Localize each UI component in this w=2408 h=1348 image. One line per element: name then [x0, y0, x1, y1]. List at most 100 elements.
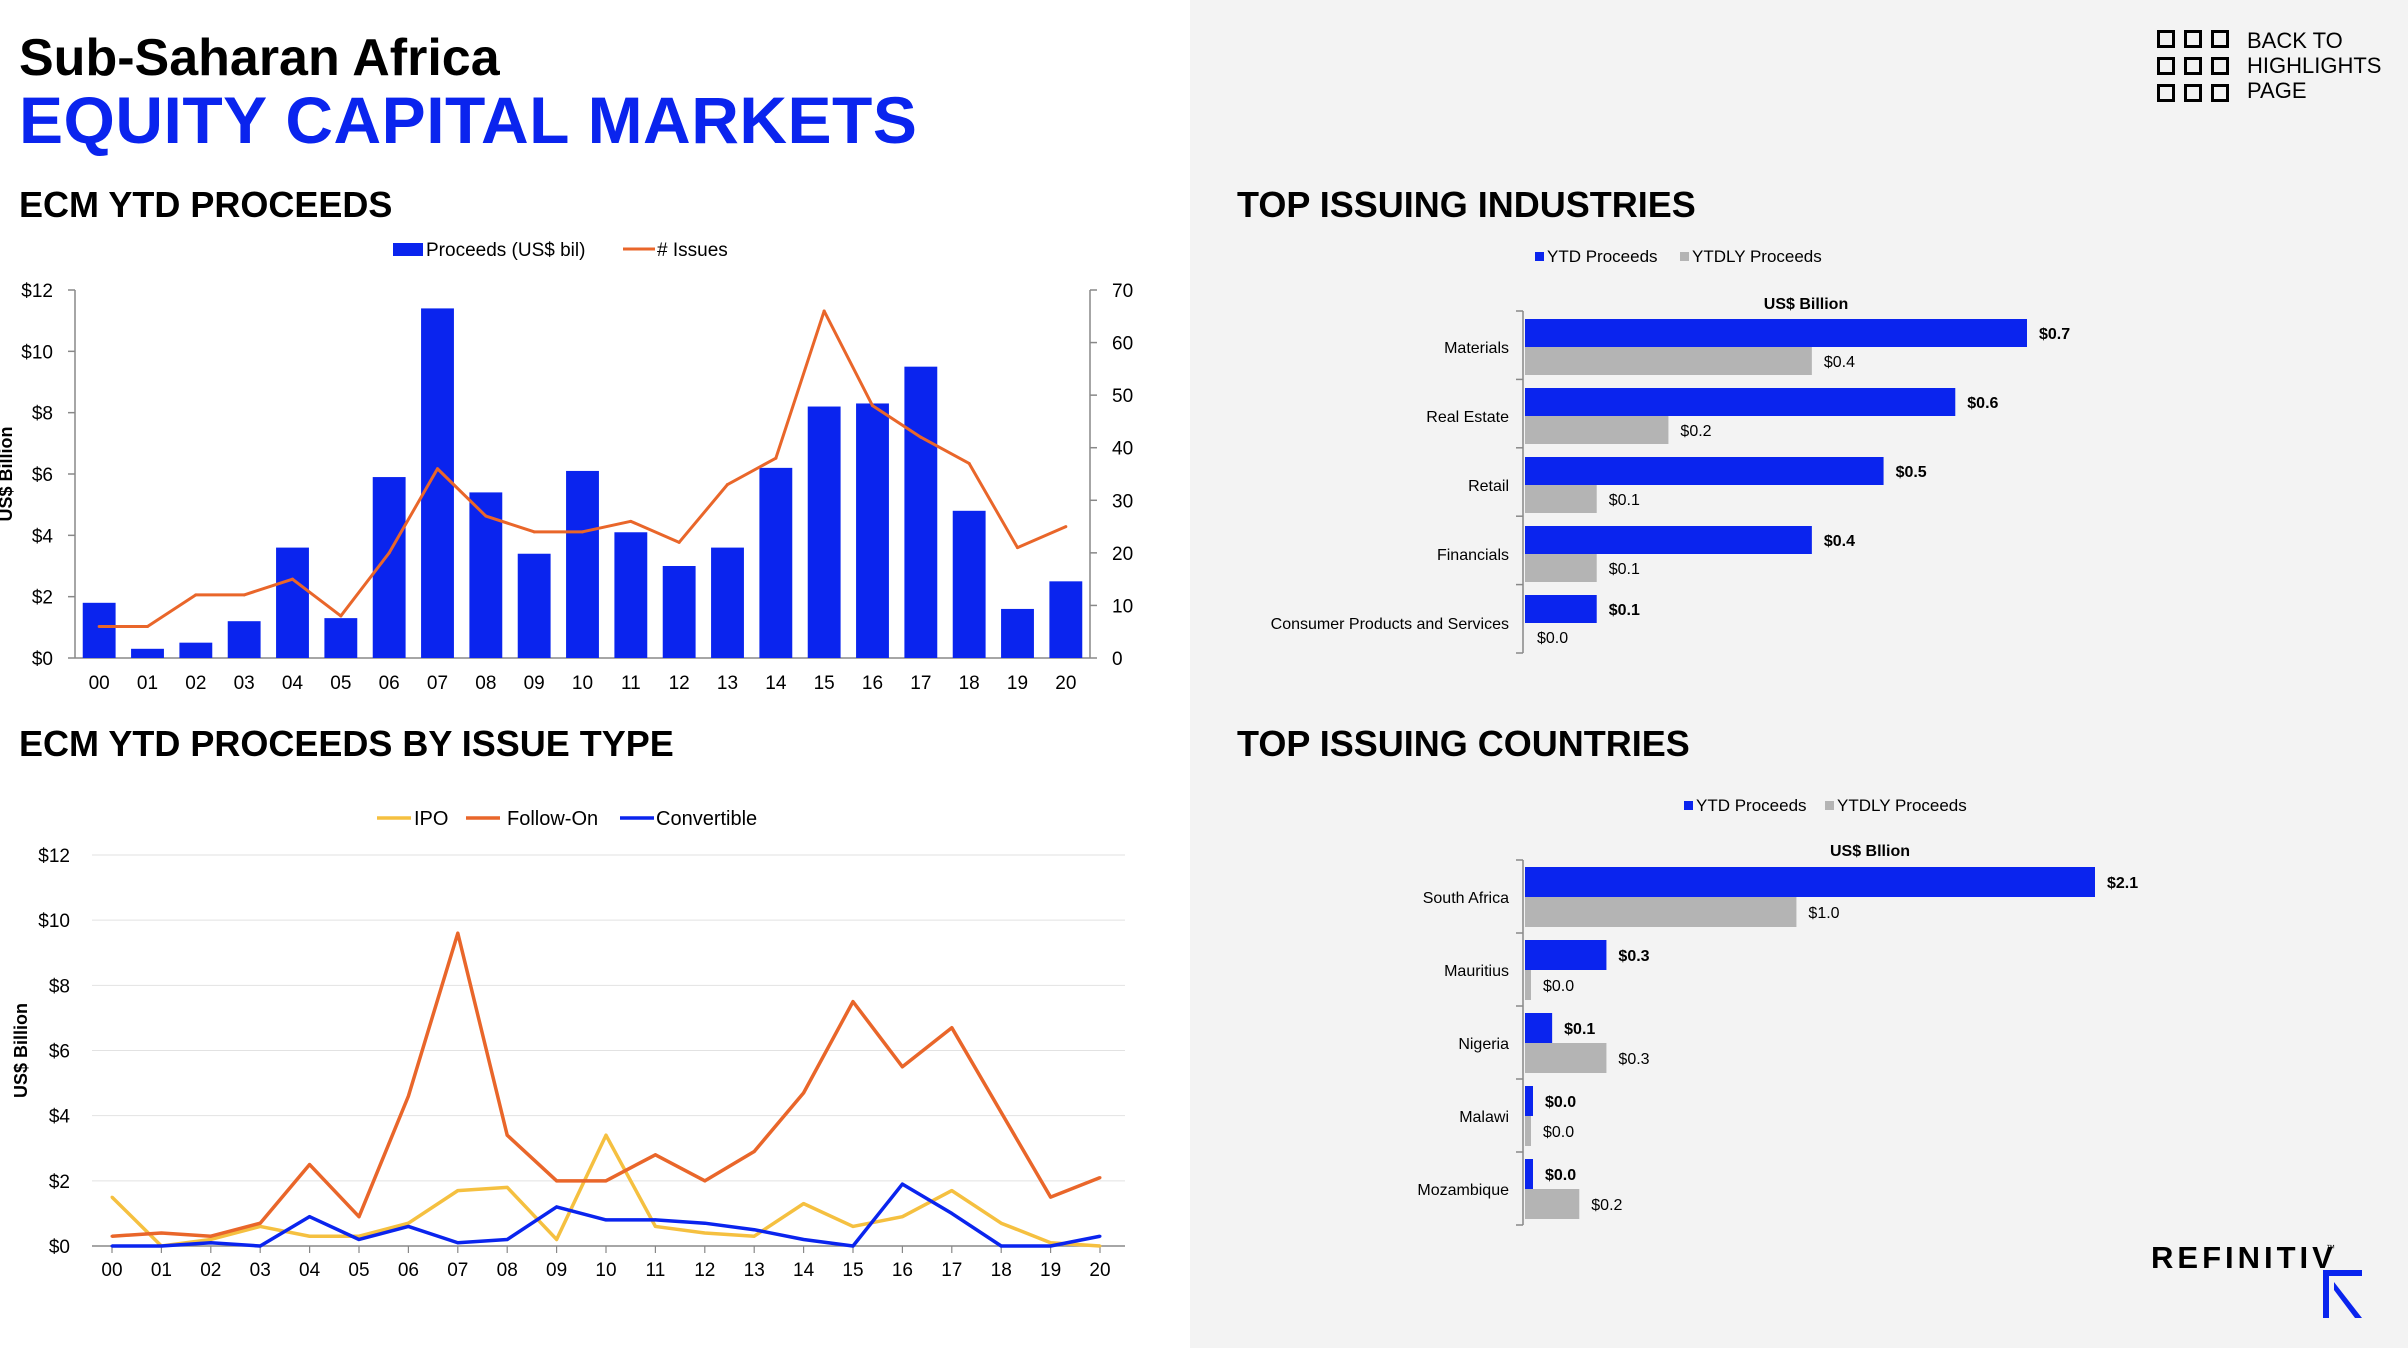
category-label: Consumer Products and Services [1271, 616, 1509, 633]
point-follow-on [555, 1179, 559, 1183]
point-convertible [703, 1221, 707, 1225]
point-convertible [950, 1211, 954, 1215]
section-title-industries: TOP ISSUING INDUSTRIES [1237, 184, 1696, 225]
region-title: Sub-Saharan Africa [19, 29, 500, 87]
data-label-ytd: $0.7 [2039, 326, 2070, 343]
bar-proceeds [179, 642, 213, 658]
x-tick-label: 10 [595, 1260, 616, 1281]
x-tick-label: 13 [744, 1260, 765, 1281]
y-tick-right-label: 40 [1112, 439, 1133, 460]
legend-label-convertible: Convertible [656, 808, 757, 830]
bar-ytd [1525, 319, 2027, 347]
point-issues [822, 309, 826, 313]
legend-label-ytdly: YTDLY Proceeds [1692, 247, 1822, 266]
point-convertible [999, 1244, 1003, 1248]
point-ipo [110, 1195, 114, 1199]
category-label: Malawi [1459, 1109, 1509, 1126]
point-ipo [406, 1221, 410, 1225]
y-tick-right-label: 10 [1112, 596, 1133, 617]
bar-ytd [1525, 388, 1956, 416]
x-tick-label: 02 [185, 673, 206, 694]
point-follow-on [653, 1153, 657, 1157]
point-ipo [456, 1189, 460, 1193]
x-tick-label: 03 [234, 673, 255, 694]
point-ipo [1098, 1244, 1102, 1248]
bar-ytdly [1525, 1116, 1531, 1146]
category-label: Retail [1468, 478, 1509, 495]
x-tick-label: 20 [1089, 1260, 1110, 1281]
data-label-ytd: $0.5 [1896, 464, 1927, 481]
point-issues [581, 530, 584, 534]
bar-proceeds [324, 618, 358, 658]
point-issues [774, 456, 778, 460]
x-tick-label: 08 [475, 673, 496, 694]
x-tick-label: 03 [250, 1260, 271, 1281]
x-tick-label: 00 [89, 673, 110, 694]
point-follow-on [1098, 1176, 1102, 1180]
point-issues [871, 404, 874, 408]
legend-swatch-ytd [1535, 252, 1544, 261]
x-tick-label: 10 [572, 673, 593, 694]
bar-ytd [1525, 526, 1812, 554]
point-follow-on [752, 1150, 756, 1154]
point-convertible [1098, 1234, 1102, 1238]
x-tick-label: 08 [497, 1260, 518, 1281]
x-tick-label: 11 [646, 1260, 666, 1281]
point-follow-on [110, 1234, 114, 1238]
category-label: Mozambique [1417, 1182, 1509, 1199]
x-tick-label: 13 [717, 673, 738, 694]
x-tick-label: 19 [1007, 673, 1028, 694]
back-to-highlights-link[interactable]: BACK TO HIGHLIGHTS PAGE [2157, 28, 2381, 103]
bar-proceeds [904, 366, 938, 658]
x-tick-label: 07 [447, 1260, 468, 1281]
x-tick-label: 16 [892, 1260, 913, 1281]
point-issues [242, 593, 246, 597]
y-tick-right-label: 30 [1112, 491, 1133, 512]
y-tick-label: $12 [38, 846, 70, 867]
bar-proceeds [131, 648, 164, 658]
bar-ytd [1525, 1159, 1533, 1189]
x-tick-label: 01 [151, 1260, 172, 1281]
legend-label-ytdly: YTDLY Proceeds [1837, 796, 1967, 815]
point-follow-on [999, 1110, 1003, 1114]
x-tick-label: 11 [621, 673, 641, 694]
bar-ytd [1525, 457, 1884, 485]
back-line-3: PAGE [2247, 78, 2307, 103]
brand-trademark: ™ [2326, 1243, 2335, 1253]
x-tick-label: 16 [862, 673, 883, 694]
back-line-2: HIGHLIGHTS [2247, 53, 2382, 78]
point-convertible [258, 1244, 262, 1248]
bar-ytdly [1525, 1189, 1580, 1219]
point-follow-on [703, 1179, 707, 1183]
point-follow-on [604, 1179, 608, 1183]
x-tick-label: 17 [910, 673, 931, 694]
point-ipo [357, 1234, 361, 1238]
x-tick-label: 05 [348, 1260, 369, 1281]
point-issues [387, 551, 391, 555]
chart-unit-title: US$ Bllion [1830, 843, 1910, 860]
y-tick-label: $0 [32, 649, 53, 670]
point-follow-on [456, 931, 460, 935]
chart-unit-title: US$ Billion [1764, 296, 1848, 313]
x-tick-label: 00 [101, 1260, 122, 1281]
point-follow-on [308, 1163, 312, 1167]
legend-swatch-ytd [1684, 801, 1693, 810]
x-tick-label: 02 [200, 1260, 221, 1281]
data-label-ytdly: $0.0 [1543, 978, 1574, 995]
point-issues [677, 540, 681, 544]
x-tick-label: 01 [137, 673, 158, 694]
point-ipo [505, 1185, 509, 1189]
point-convertible [209, 1241, 213, 1245]
point-issues [629, 519, 633, 523]
bar-ytd [1525, 595, 1597, 623]
bar-proceeds [662, 566, 696, 658]
y-tick-label: $10 [21, 342, 53, 363]
y-tick-right-label: 50 [1112, 386, 1133, 407]
y-tick-label: $10 [38, 911, 70, 932]
x-tick-label: 07 [427, 673, 448, 694]
bar-proceeds [517, 553, 551, 658]
point-ipo [1049, 1241, 1053, 1245]
chart-industries: $0.7 $0.4 Materials $0.6 $0.2 Real Estate $0.5… [1271, 247, 2070, 654]
point-issues [339, 614, 343, 618]
point-follow-on [357, 1215, 361, 1219]
